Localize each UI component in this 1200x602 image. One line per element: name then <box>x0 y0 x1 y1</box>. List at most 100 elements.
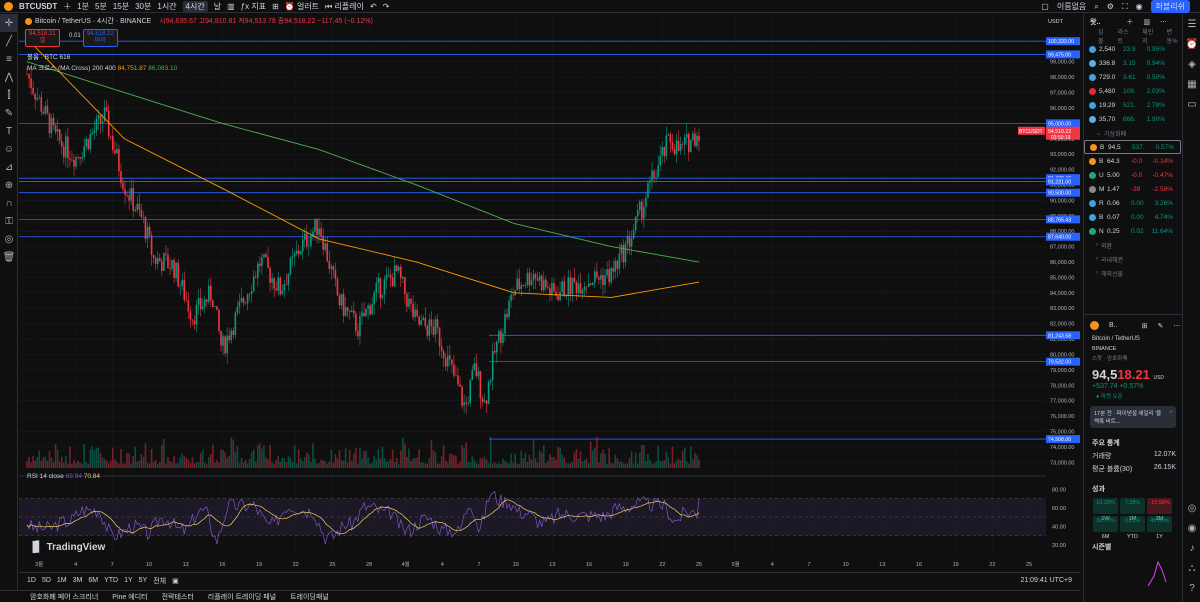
search-icon[interactable]: ⌕ <box>1094 1 1099 11</box>
perf-cell[interactable]: 7.38% 1M <box>1120 498 1145 522</box>
perf-cell[interactable]: 10.28% 1W <box>1093 498 1118 522</box>
range-1y[interactable]: 1Y <box>124 577 133 584</box>
watchlist-row[interactable]: 2,540 23.9 0.95% <box>1084 42 1181 56</box>
grid-icon[interactable]: ⊞ <box>1141 322 1148 330</box>
camera-icon[interactable]: ◉ <box>1135 2 1143 11</box>
crosshair-icon[interactable]: ✛ <box>0 14 18 32</box>
news-card[interactable]: 17분 전 · 파이낸셜 셰일리 '블랙록 비트... › <box>1090 406 1176 428</box>
perf-cell[interactable]: 0.21% YTD <box>1120 516 1145 540</box>
perf-cell[interactable]: -10.58% 3M <box>1147 498 1172 522</box>
avatar[interactable] <box>4 1 13 11</box>
indicators-button[interactable]: ƒx 지표 <box>240 1 267 11</box>
tab-replay-panel[interactable]: 리플레이 트레이딩 패널 <box>207 593 277 601</box>
section-fx[interactable]: › 외환 <box>1096 242 1113 250</box>
watchlist-row[interactable]: 19,29 521. 2.78% <box>1084 98 1181 112</box>
pattern-icon[interactable]: ⋀ <box>4 71 14 83</box>
publish-button[interactable]: 퍼블리쉬 <box>1150 0 1190 13</box>
alerts-button[interactable]: ⏰ 얼러트 <box>284 1 320 11</box>
magnet-icon[interactable]: ∩ <box>5 197 13 209</box>
interval-15m[interactable]: 15분 <box>112 1 130 11</box>
range-5y[interactable]: 5Y <box>138 577 148 584</box>
ruler-icon[interactable]: ⊿ <box>4 161 14 173</box>
range-1d[interactable]: 1D <box>27 577 36 584</box>
section-crypto[interactable]: ⌄ 가상화폐 <box>1096 130 1127 138</box>
perf-cell[interactable]: 39.77% 6M <box>1093 516 1118 540</box>
range-5d[interactable]: 5D <box>41 577 51 584</box>
bell-icon[interactable]: ♪ <box>1189 542 1195 554</box>
watchlist-row[interactable]: N 0.25 0.02 11.64% <box>1084 224 1181 238</box>
tab-trading-panel[interactable]: 트레이딩패널 <box>290 593 329 601</box>
tradingview-logo[interactable]: ▐▍ TradingView <box>29 542 106 553</box>
layout-icon[interactable]: ▢ <box>1041 2 1049 11</box>
fib-icon[interactable]: ≡ <box>6 53 12 65</box>
watchlist-row[interactable]: 5,480 108. 2.03% <box>1084 84 1181 98</box>
chat-icon[interactable]: ▭ <box>1187 98 1197 110</box>
buy-button[interactable]: 94,518.22 바이 <box>83 29 118 47</box>
redo-icon[interactable]: ↷ <box>382 1 390 11</box>
range-all[interactable]: 전체 <box>153 577 167 585</box>
perf-cell[interactable]: 45.89% 1Y <box>1147 516 1172 540</box>
detail-more-icon[interactable]: ⋯ <box>1173 322 1181 330</box>
eye-icon[interactable]: ◎ <box>4 233 14 245</box>
section-futures[interactable]: › 해외선물 <box>1096 270 1124 278</box>
interval-day[interactable]: 날 <box>213 1 222 11</box>
add-icon[interactable]: ＋ <box>1126 19 1134 26</box>
watchlist-row[interactable]: B 64.3 -0.0 -0.14% <box>1084 154 1181 168</box>
sell-button[interactable]: 94,518.21 셀 <box>25 29 60 47</box>
tab-strategy-tester[interactable]: 전략테스터 <box>161 593 194 601</box>
broadcast-icon[interactable]: ◉ <box>1187 522 1197 534</box>
trash-icon[interactable]: 🗑 <box>2 251 16 263</box>
text-icon[interactable]: T <box>5 125 13 137</box>
tab-screener[interactable]: 암호화폐 페어 스크리너 <box>30 593 99 601</box>
alert-clock-icon[interactable]: ⏰ <box>1185 38 1199 50</box>
range-1m[interactable]: 1M <box>56 577 67 584</box>
watchlist-row[interactable]: B 94,5 537. 0.57% <box>1084 140 1181 154</box>
interval-4h[interactable]: 4시간 <box>182 0 208 12</box>
watchlist-row[interactable]: 729.0 3.61 0.50% <box>1084 70 1181 84</box>
notifications-icon[interactable]: ⛬ <box>1188 562 1196 574</box>
range-3m[interactable]: 3M <box>72 577 83 584</box>
prediction-icon[interactable]: ⫿ <box>7 89 11 101</box>
settings-icon[interactable]: ⚙ <box>1106 2 1114 11</box>
lock-icon[interactable]: ⚿ <box>5 215 13 227</box>
trendline-icon[interactable]: ╱ <box>5 35 13 47</box>
help-icon[interactable]: ? <box>1189 582 1195 594</box>
interval-1m[interactable]: 1분 <box>77 1 90 11</box>
watchlist-title[interactable]: 왓.. <box>1090 19 1101 26</box>
interval-30m[interactable]: 30분 <box>135 1 152 11</box>
idea-icon[interactable]: ◎ <box>1187 502 1197 514</box>
chart-pane[interactable]: 73,000.00 74,000.00 75,000.00 76,000.00 77,0… <box>19 14 1080 588</box>
more-icon[interactable]: ⋯ <box>1159 19 1167 26</box>
fullscreen-icon[interactable]: ⛶ <box>1121 1 1128 11</box>
range-6m[interactable]: 6M <box>88 577 99 584</box>
layout-name[interactable]: 이름없음 <box>1056 2 1087 11</box>
calendar-icon[interactable]: ▦ <box>1187 78 1197 90</box>
templates-icon[interactable]: ⊞ <box>272 1 279 11</box>
interval-5m[interactable]: 5분 <box>95 1 107 11</box>
tab-pine-editor[interactable]: Pine 에디터 <box>112 593 148 601</box>
layout-icon[interactable]: ▥ <box>1143 19 1150 26</box>
interval-1h[interactable]: 1시간 <box>157 1 177 11</box>
undo-icon[interactable]: ↶ <box>369 1 377 11</box>
watchlist-icon[interactable]: ☰ <box>1187 18 1197 30</box>
zoom-icon[interactable]: ⊕ <box>4 179 14 191</box>
watchlist-row[interactable]: B 0.07 0.00 4.74% <box>1084 210 1181 224</box>
symbol-search[interactable]: BTCUSDT <box>19 1 58 11</box>
brush-icon[interactable]: ✎ <box>4 107 14 119</box>
watchlist-row[interactable]: R 0.06 0.00 3.26% <box>1084 196 1181 210</box>
clock-time[interactable]: 21:09:41 UTC+9 <box>1020 577 1072 584</box>
price-chart[interactable]: 73,000.00 74,000.00 75,000.00 76,000.00 77,0… <box>19 14 1080 588</box>
emoji-icon[interactable]: ☺ <box>3 143 15 155</box>
add-symbol-icon[interactable]: ＋ <box>63 1 72 11</box>
replay-button[interactable]: ⏮ 리플레이 <box>325 1 364 11</box>
watchlist-row[interactable]: U 5.00 -0.0 -0.47% <box>1084 168 1181 182</box>
edit-icon[interactable]: ✎ <box>1157 322 1164 330</box>
layers-icon[interactable]: ◈ <box>1188 58 1196 70</box>
section-bonds[interactable]: › 국내채권 <box>1096 256 1124 264</box>
watchlist-row[interactable]: M 1.47 -39 -2.58% <box>1084 182 1181 196</box>
chart-type-icon[interactable]: ▥ <box>227 1 235 11</box>
goto-date-icon[interactable]: ▣ <box>172 577 179 585</box>
range-ytd[interactable]: YTD <box>104 577 119 584</box>
watchlist-row[interactable]: 336.8 3.15 0.94% <box>1084 56 1181 70</box>
watchlist-row[interactable]: 35,70 666. 1.90% <box>1084 112 1181 126</box>
